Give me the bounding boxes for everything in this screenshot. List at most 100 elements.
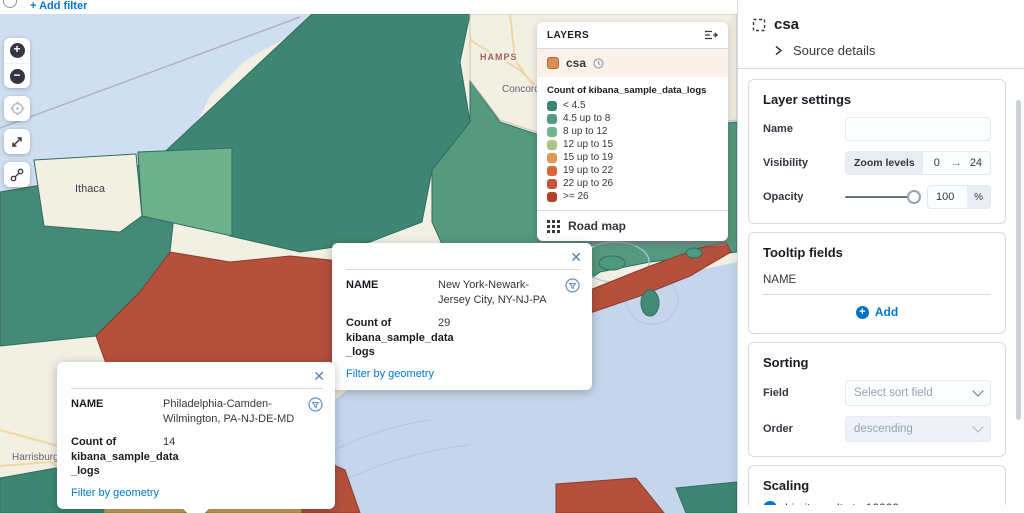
saved-query-icon[interactable]: [3, 0, 17, 8]
sort-field-select[interactable]: Select sort field: [845, 380, 991, 406]
legend-item: >= 26: [547, 191, 718, 202]
plus-icon: +: [9, 43, 25, 58]
divider: [71, 388, 323, 389]
zoom-out-button[interactable]: −: [4, 63, 30, 88]
sort-order-row: Order descending: [763, 416, 991, 442]
map-toolbar: + −: [4, 38, 30, 195]
filter-value-icon[interactable]: [308, 397, 323, 412]
map-island[interactable]: [685, 247, 703, 259]
opacity-slider[interactable]: [845, 190, 921, 204]
fit-to-data-group: [4, 129, 30, 154]
chevron-down-icon: [972, 385, 984, 397]
slider-thumb[interactable]: [907, 190, 921, 204]
filter-value-icon[interactable]: [565, 278, 580, 293]
legend-swatch: [547, 165, 557, 176]
opacity-row: Opacity 100 %: [763, 185, 991, 209]
layers-panel: LAYERS csa Count of kibana_sample_data_l…: [537, 22, 728, 241]
legend-swatch: [547, 152, 557, 163]
legend-item: 22 up to 26: [547, 178, 718, 189]
draw-tools-button[interactable]: [4, 162, 30, 187]
legend-item: 12 up to 15: [547, 139, 718, 150]
zoom-in-button[interactable]: +: [4, 38, 30, 63]
road-map-label: Road map: [568, 219, 627, 233]
minus-icon: −: [9, 68, 25, 84]
tooltip-count-row: Count of kibana_sample_data _logs 14: [71, 435, 323, 480]
diagonal-arrows-icon: [12, 136, 22, 147]
set-view-button[interactable]: [4, 96, 30, 121]
map-canvas[interactable]: Ithaca HAMPS Concord Harrisburg + Add fi…: [0, 0, 737, 513]
tooltip-field-name[interactable]: NAME: [763, 264, 991, 295]
tooltip-count-label: Count of kibana_sample_data _logs: [71, 435, 179, 478]
legend-item: < 4.5: [547, 100, 718, 111]
map-region-red[interactable]: [555, 477, 665, 513]
visibility-label: Visibility: [763, 157, 809, 169]
plus-circle-icon: +: [855, 305, 869, 319]
zoom-max-input[interactable]: 24: [969, 157, 983, 169]
map-region-green[interactable]: [137, 147, 233, 237]
map-island[interactable]: [598, 255, 626, 271]
divider: [537, 210, 728, 211]
legend-title: Count of kibana_sample_data_logs: [547, 85, 707, 96]
layer-row-csa[interactable]: csa: [537, 49, 728, 77]
tooltip-count-row: Count of kibana_sample_data _logs 29: [346, 316, 580, 361]
set-view-group: [4, 96, 30, 121]
grid-icon: [547, 219, 560, 233]
vector-edit-icon: [10, 168, 24, 181]
layer-name-input[interactable]: [845, 117, 991, 141]
flyout-body: Layer settings Name Visibility Zoom leve…: [738, 69, 1024, 505]
layer-swatch: [547, 57, 559, 69]
layers-panel-header: LAYERS: [537, 22, 728, 49]
slider-track: [845, 196, 919, 198]
divider: [346, 269, 580, 270]
crosshair-icon: [10, 101, 24, 116]
layer-legend: Count of kibana_sample_data_logs < 4.5 4…: [537, 77, 728, 210]
tooltip-count-value: 29: [438, 316, 451, 329]
legend-item: 19 up to 22: [547, 165, 718, 176]
filter-by-geometry-link[interactable]: Filter by geometry: [346, 368, 435, 381]
scaling-option-limit-results[interactable]: Limit results to 10000.: [763, 501, 991, 505]
opacity-input[interactable]: 100: [936, 191, 955, 203]
add-tooltip-field-button[interactable]: + Add: [763, 305, 991, 319]
zoom-levels-button[interactable]: Zoom levels: [846, 152, 923, 174]
filter-by-geometry-link[interactable]: Filter by geometry: [71, 487, 160, 500]
map-region-nodata[interactable]: [33, 153, 143, 233]
zoom-min-input[interactable]: 0: [933, 157, 940, 169]
layers-panel-title: LAYERS: [547, 29, 590, 41]
close-icon[interactable]: ✕: [313, 368, 325, 384]
map-label-hampshire: HAMPS: [480, 52, 518, 62]
clock-icon: [593, 57, 604, 69]
radio-checked-icon: [763, 501, 777, 505]
opacity-value-box: 100 %: [927, 185, 991, 209]
name-row: Name: [763, 117, 991, 141]
map-region-green[interactable]: [675, 481, 737, 513]
legend-item: 15 up to 19: [547, 152, 718, 163]
sort-field-row: Field Select sort field: [763, 380, 991, 406]
add-filter-button[interactable]: + Add filter: [30, 0, 88, 12]
arrow-right-icon: →: [950, 157, 962, 169]
name-label: Name: [763, 123, 793, 135]
flyout-scrollbar[interactable]: [1016, 100, 1021, 420]
flyout-header: csa Source details: [738, 0, 1024, 68]
legend-swatch: [547, 126, 557, 137]
visibility-row: Visibility Zoom levels 0 → 24: [763, 151, 991, 175]
legend-swatch: [547, 191, 557, 202]
layer-settings-flyout: csa Source details Layer settings Name V…: [737, 0, 1024, 513]
add-label: Add: [874, 305, 899, 319]
scaling-panel: Scaling Limit results to 10000. Show top…: [748, 465, 1006, 505]
tooltip-name-label: NAME: [71, 398, 104, 410]
chevron-right-icon: [775, 45, 783, 56]
sorting-title: Sorting: [763, 355, 809, 370]
legend-item: 4.5 up to 8: [547, 113, 718, 124]
zoom-control-group: + −: [4, 38, 30, 88]
layer-row-road-map[interactable]: Road map: [537, 211, 728, 241]
map-island[interactable]: [640, 289, 660, 317]
tooltip-fields-panel: Tooltip fields NAME + Add: [748, 232, 1006, 334]
sort-order-select[interactable]: descending: [845, 416, 991, 442]
chevron-down-icon: [972, 421, 984, 433]
collapse-panel-icon[interactable]: [704, 29, 718, 41]
source-details-toggle[interactable]: Source details: [774, 43, 1008, 58]
tooltip-name-row: NAME New York-Newark-Jersey City, NY-NJ-…: [346, 278, 580, 308]
close-icon[interactable]: ✕: [570, 249, 582, 265]
map-tooltip-philadelphia: ✕ NAME Philadelphia-Camden-Wilmington, P…: [57, 362, 335, 513]
fit-to-data-button[interactable]: [4, 129, 30, 154]
